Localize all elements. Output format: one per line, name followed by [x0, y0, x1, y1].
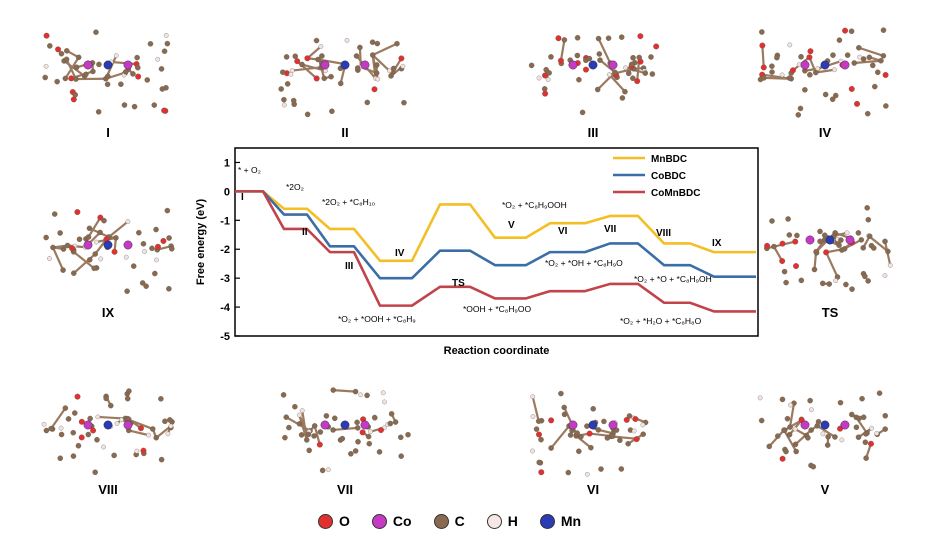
free-energy-chart: -5 -4 -3 -2 -1 0 1 Free energy (eV) Reaction coo…	[195, 147, 759, 357]
molecule-structure-iii	[528, 33, 660, 116]
molecule-structure-ii	[278, 37, 407, 118]
molecule-label: VI	[586, 482, 600, 497]
atom-legend-label: H	[507, 513, 518, 529]
chart-annotation: III	[345, 261, 354, 272]
chart-annotation: IV	[395, 248, 405, 259]
chart-annotation: II	[302, 227, 308, 238]
molecule-label: II	[341, 125, 349, 140]
chart-annotation: *O₂ + *O + *C₈H₉OH	[634, 274, 712, 284]
molecule-structure-vii	[280, 387, 411, 474]
molecule-label: III	[587, 125, 599, 140]
y-tick-label: -2	[220, 244, 230, 256]
atom-legend: O Co C H Mn	[318, 511, 581, 531]
chart-annotation: VIII	[656, 228, 671, 239]
chart-annotation: VII	[604, 224, 616, 235]
molecule-structure-v	[757, 390, 889, 470]
molecule-structure-vi	[530, 390, 649, 477]
series-line-cobdc	[235, 190, 756, 280]
chart-annotation: I	[241, 192, 244, 203]
molecule-structure-ix	[43, 207, 175, 294]
molecule-label: V	[820, 482, 830, 497]
molecule-structure-i	[42, 29, 171, 115]
molecule-label: VII	[337, 482, 353, 497]
molecule-label: IV	[818, 125, 832, 140]
atom-legend-label: Co	[392, 513, 412, 529]
atom-dot-icon	[486, 513, 502, 529]
y-tick-label: 0	[224, 186, 230, 198]
chart-annotation: V	[508, 220, 515, 231]
atom-dot-icon	[539, 513, 555, 529]
y-tick-label: 1	[224, 157, 230, 169]
chart-annotation: IX	[712, 238, 722, 249]
molecule-structure-viii	[41, 388, 175, 476]
y-tick-label: -1	[220, 215, 230, 227]
y-tick-label: -3	[220, 273, 230, 285]
y-tick-label: -4	[220, 302, 231, 314]
plot-frame	[234, 147, 759, 337]
chart-annotation: TS	[452, 278, 465, 289]
x-axis-label: Reaction coordinate	[444, 345, 550, 357]
legend-entry: CoMnBDC	[651, 188, 700, 199]
atom-legend-item: Co	[371, 513, 412, 529]
series-line-comnbdc	[235, 190, 756, 313]
atom-legend-label: O	[339, 513, 350, 529]
molecule-structure-ts	[764, 205, 893, 292]
molecule-label: TS	[821, 305, 839, 320]
atom-legend-item: Mn	[539, 513, 582, 529]
legend-entry: CoBDC	[651, 171, 686, 182]
atom-dot-icon	[433, 513, 449, 529]
atom-legend-item: C	[433, 513, 465, 529]
chart-annotation: *OOH + *C₈H₉OO	[463, 304, 531, 314]
series-line-mnbdc	[235, 190, 756, 263]
y-tick-label: -5	[220, 331, 230, 343]
chart-annotation: *O₂ + *OOH + *C₈H₉	[338, 314, 416, 324]
molecule-label: VIII	[98, 482, 118, 497]
molecule-label: I	[106, 125, 110, 140]
atom-legend-label: Mn	[560, 513, 582, 529]
molecule-label: IX	[101, 305, 115, 320]
y-axis-label: Free energy (eV)	[195, 199, 207, 286]
atom-legend-label: C	[454, 513, 465, 529]
atom-dot-icon	[371, 513, 387, 529]
legend-entry: MnBDC	[651, 154, 687, 165]
chart-annotation: VI	[558, 226, 568, 237]
chart-annotation: *2O₂	[286, 182, 304, 192]
atom-legend-item: H	[486, 513, 518, 529]
atom-dot-icon	[318, 513, 333, 529]
chart-annotation: *O₂ + *H₂O + *C₈H₈O	[620, 316, 702, 326]
atom-legend-item: O	[318, 513, 350, 529]
molecule-structure-iv	[757, 27, 889, 118]
chart-annotation: *2O₂ + *C₈H₁₀	[322, 197, 376, 207]
chart-annotation: *O₂ + *OH + *C₈H₉O	[545, 258, 623, 268]
chart-annotation: * + O₂	[238, 165, 261, 175]
chart-annotation: *O₂ + *C₈H₉OOH	[502, 200, 567, 210]
